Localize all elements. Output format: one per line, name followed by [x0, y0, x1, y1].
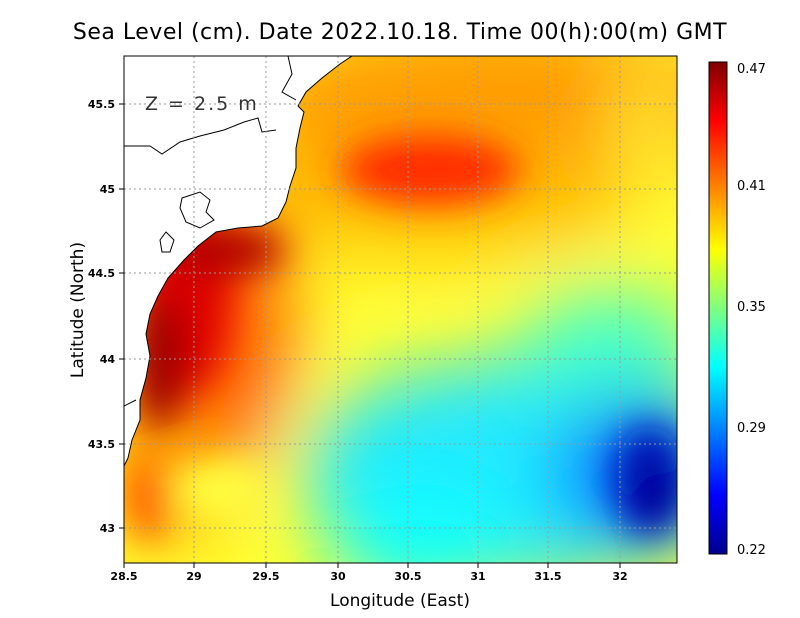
map-title: Sea Level (cm). Date 2022.10.18. Time 00…: [73, 20, 727, 45]
x-axis-label: Longitude (East): [330, 591, 470, 611]
tick-marks: [119, 103, 621, 568]
y-axis-label: Latitude (North): [68, 242, 88, 378]
depth-label: Z = 2.5 m: [145, 93, 259, 115]
x-tick-label: 30: [330, 570, 346, 583]
grid: [124, 56, 677, 563]
colorbar-tick-label: 0.29: [737, 421, 766, 436]
colorbar-tick-label: 0.41: [737, 179, 766, 194]
colorbar: [708, 61, 728, 555]
y-tick-label: 43.5: [88, 438, 115, 451]
colorbar-tick-label: 0.35: [737, 300, 766, 315]
y-tick-label: 44.5: [88, 267, 115, 280]
x-tick-labels: 28.5 29 29.5 30 30.5 31 31.5 32: [110, 570, 627, 583]
y-tick-label: 45.5: [88, 98, 115, 111]
y-tick-label: 45: [100, 183, 115, 196]
x-tick-label: 31: [470, 570, 485, 583]
y-tick-labels: 43 43.5 44 44.5 45 45.5: [88, 98, 115, 535]
colorbar-tick-label: 0.22: [737, 543, 766, 558]
x-tick-label: 29: [186, 570, 201, 583]
x-tick-label: 29.5: [252, 570, 279, 583]
x-tick-label: 30.5: [394, 570, 421, 583]
colorbar-tick-labels: 0.47 0.41 0.35 0.29 0.22: [737, 62, 766, 558]
plot-frame: [123, 55, 678, 564]
x-tick-label: 31.5: [534, 570, 561, 583]
x-tick-label: 28.5: [110, 570, 137, 583]
colorbar-tick-label: 0.47: [737, 62, 766, 77]
y-tick-label: 44: [100, 353, 116, 366]
y-tick-label: 43: [100, 522, 115, 535]
x-tick-label: 32: [612, 570, 627, 583]
